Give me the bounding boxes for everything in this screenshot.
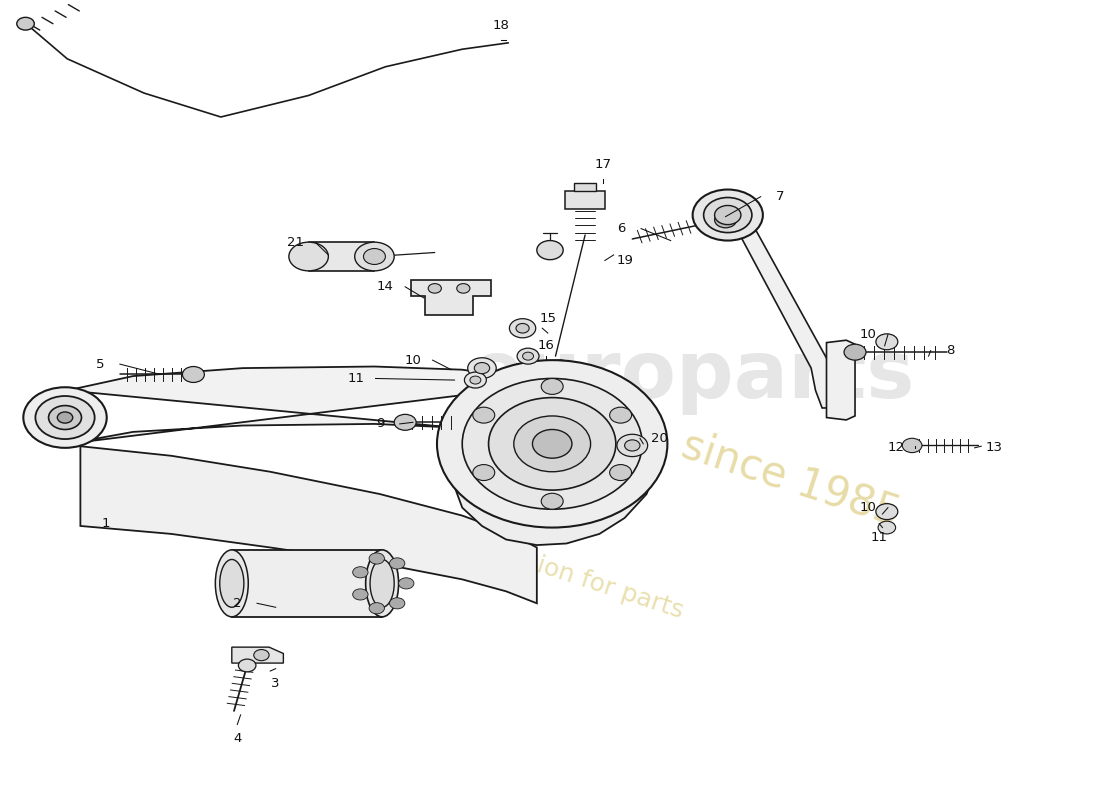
Circle shape (488, 398, 616, 490)
Polygon shape (453, 360, 660, 545)
Circle shape (183, 366, 205, 382)
Circle shape (35, 396, 95, 439)
Text: 4: 4 (233, 732, 242, 746)
Circle shape (353, 589, 369, 600)
Circle shape (370, 602, 384, 614)
Polygon shape (574, 183, 596, 191)
Polygon shape (410, 281, 491, 314)
Circle shape (876, 334, 898, 350)
Text: 10: 10 (860, 501, 877, 514)
Circle shape (456, 284, 470, 293)
Ellipse shape (365, 550, 398, 617)
Circle shape (398, 578, 414, 589)
Polygon shape (713, 213, 835, 408)
Polygon shape (309, 242, 374, 271)
Circle shape (517, 348, 539, 364)
Circle shape (844, 344, 866, 360)
Text: 11: 11 (871, 531, 888, 545)
Circle shape (625, 440, 640, 451)
Circle shape (704, 198, 752, 233)
Text: 6: 6 (617, 222, 626, 235)
Circle shape (474, 362, 490, 374)
Circle shape (509, 318, 536, 338)
Text: since 1985: since 1985 (676, 425, 906, 535)
Ellipse shape (220, 559, 244, 607)
Circle shape (239, 659, 256, 672)
Circle shape (609, 407, 631, 423)
Circle shape (462, 378, 642, 510)
Circle shape (473, 465, 495, 481)
Circle shape (470, 376, 481, 384)
Text: 16: 16 (537, 339, 554, 352)
Text: 14: 14 (377, 280, 394, 294)
Circle shape (715, 212, 737, 228)
Text: 19: 19 (616, 254, 632, 267)
Circle shape (537, 241, 563, 260)
Circle shape (541, 494, 563, 510)
Text: 17: 17 (594, 158, 612, 171)
Circle shape (715, 206, 741, 225)
Circle shape (16, 18, 34, 30)
Circle shape (354, 242, 394, 271)
Ellipse shape (370, 559, 394, 607)
Circle shape (289, 242, 329, 271)
Circle shape (437, 360, 668, 527)
Text: 10: 10 (405, 354, 421, 366)
Text: 3: 3 (272, 677, 279, 690)
Circle shape (57, 412, 73, 423)
Text: 8: 8 (946, 344, 955, 357)
Circle shape (609, 465, 631, 481)
Circle shape (428, 284, 441, 293)
Circle shape (522, 352, 534, 360)
Circle shape (532, 430, 572, 458)
Polygon shape (232, 647, 284, 663)
Circle shape (254, 650, 270, 661)
Text: 20: 20 (651, 432, 668, 445)
Circle shape (514, 416, 591, 472)
Circle shape (468, 358, 496, 378)
Text: 9: 9 (376, 418, 384, 430)
Polygon shape (565, 191, 605, 209)
Circle shape (370, 553, 384, 564)
Text: a passion for parts: a passion for parts (458, 528, 686, 623)
Polygon shape (826, 340, 855, 420)
Text: 5: 5 (96, 358, 104, 370)
Ellipse shape (216, 550, 249, 617)
Circle shape (876, 504, 898, 519)
Text: 1: 1 (101, 517, 110, 530)
Circle shape (389, 598, 405, 609)
Circle shape (394, 414, 416, 430)
Circle shape (878, 521, 895, 534)
Circle shape (516, 323, 529, 333)
Circle shape (617, 434, 648, 457)
Text: 10: 10 (860, 328, 877, 341)
Polygon shape (80, 446, 537, 603)
Circle shape (464, 372, 486, 388)
Circle shape (363, 249, 385, 265)
Circle shape (473, 407, 495, 423)
Circle shape (693, 190, 763, 241)
Circle shape (48, 406, 81, 430)
Circle shape (353, 566, 369, 578)
Circle shape (541, 378, 563, 394)
Text: 21: 21 (287, 236, 304, 249)
Text: 11: 11 (348, 372, 364, 385)
Polygon shape (232, 550, 382, 617)
Polygon shape (67, 366, 539, 444)
Text: 12: 12 (887, 442, 904, 454)
Text: 7: 7 (777, 190, 784, 203)
Circle shape (389, 558, 405, 569)
Text: 18: 18 (492, 19, 509, 32)
Text: 15: 15 (539, 312, 557, 325)
Circle shape (23, 387, 107, 448)
Text: 13: 13 (986, 442, 1003, 454)
Text: 2: 2 (233, 597, 242, 610)
Text: europarts: europarts (470, 337, 915, 415)
Circle shape (902, 438, 922, 453)
